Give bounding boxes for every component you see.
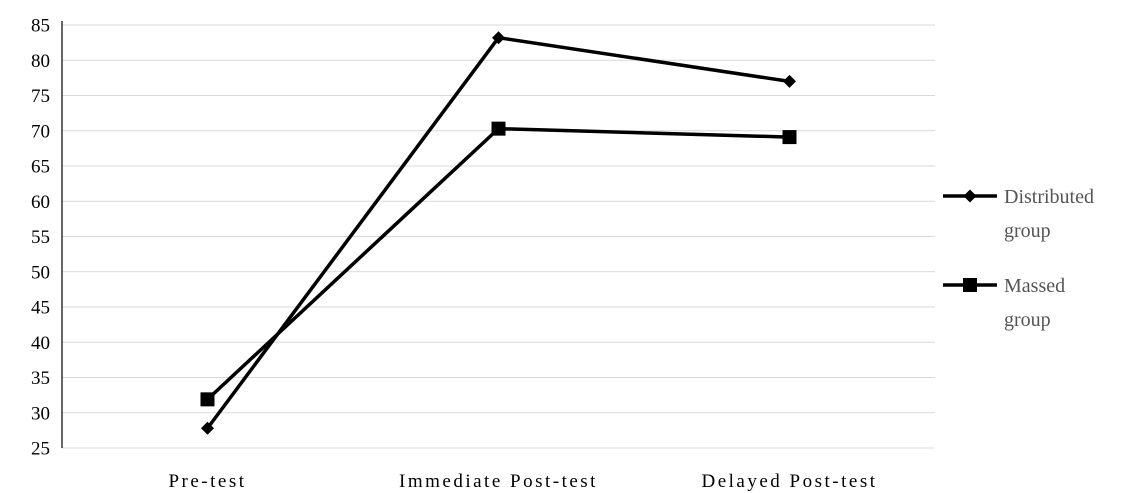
data-point (200, 392, 215, 407)
y-tick-label: 30 (31, 403, 50, 424)
data-point (782, 130, 797, 145)
legend-label: group (1004, 220, 1051, 242)
y-tick-label: 55 (31, 227, 50, 248)
legend: Distributed group Massed group (943, 186, 1094, 331)
y-tick-label: 80 (31, 51, 50, 72)
series-line (206, 126, 790, 401)
y-tick-label: 75 (31, 86, 50, 107)
x-tick-label: Immediate Post-test (399, 471, 598, 492)
data-point (783, 74, 796, 88)
series-diamond (201, 31, 796, 435)
y-tick-label: 35 (31, 368, 50, 389)
y-tick-label: 25 (31, 439, 50, 460)
y-tick-label: 50 (31, 262, 50, 283)
y-tick-label: 85 (31, 16, 50, 37)
legend-item: Distributed group (943, 186, 1094, 242)
x-tick-label: Pre-test (168, 471, 246, 492)
legend-item: Massed group (943, 275, 1065, 331)
legend-label: Distributed (1004, 186, 1094, 208)
x-tick-label: Delayed Post-test (701, 471, 877, 492)
y-tick-label: 65 (31, 157, 50, 178)
data-point (491, 121, 506, 136)
series-lines (200, 31, 797, 435)
series-square (200, 121, 797, 407)
series-line (206, 35, 790, 430)
y-tick-label: 60 (31, 192, 50, 213)
legend-marker (963, 278, 977, 292)
legend-marker (963, 189, 977, 203)
y-tick-label: 70 (31, 121, 50, 142)
data-point (201, 421, 214, 435)
gridlines (62, 24, 935, 449)
legend-label: group (1004, 309, 1051, 331)
y-tick-label: 45 (31, 298, 50, 319)
legend-label: Massed (1004, 275, 1065, 297)
data-point (492, 31, 505, 45)
y-axis: 25 30 35 40 45 50 55 60 65 70 75 80 85 (31, 16, 63, 460)
y-tick-label: 40 (31, 333, 50, 354)
x-axis: Pre-test Immediate Post-test Delayed Post-… (168, 471, 877, 492)
